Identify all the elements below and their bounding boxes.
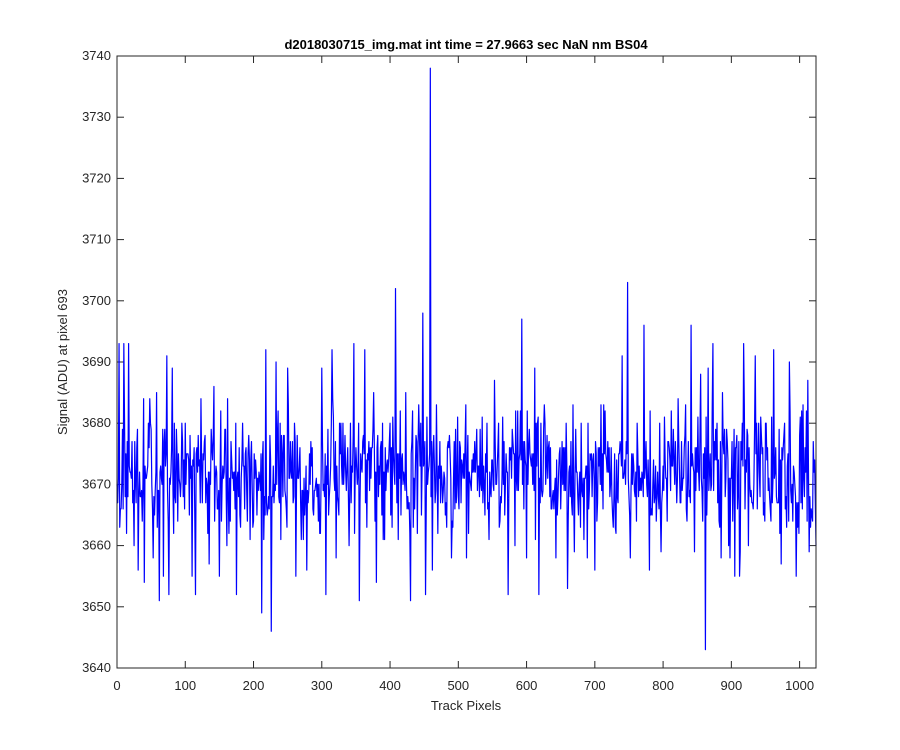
chart-title: d2018030715_img.mat int time = 27.9663 s… [284,37,648,52]
y-tick-label: 3670 [82,476,111,491]
y-tick-label: 3720 [82,170,111,185]
x-tick-label: 1000 [785,678,814,693]
plot-frame [116,55,817,669]
x-tick-label: 600 [516,678,538,693]
y-tick-label: 3710 [82,232,111,247]
x-tick-label: 400 [379,678,401,693]
y-tick-label: 3740 [82,48,111,63]
y-tick-label: 3640 [82,660,111,675]
y-tick-label: 3660 [82,538,111,553]
x-tick-label: 0 [113,678,120,693]
x-tick-label: 900 [721,678,743,693]
y-tick-label: 3680 [82,415,111,430]
tick-labels: 0 100 200 300 400 500 600 700 800 900 1000 3640 3650… [82,48,814,693]
x-tick-label: 800 [652,678,674,693]
y-tick-label: 3650 [82,599,111,614]
x-tick-label: 100 [174,678,196,693]
x-axis-label: Track Pixels [431,698,502,713]
y-tick-label: 3700 [82,293,111,308]
x-tick-label: 700 [584,678,606,693]
y-tick-label: 3730 [82,109,111,124]
series-layer [116,67,817,651]
y-tick-label: 3690 [82,354,111,369]
x-tick-label: 300 [311,678,333,693]
plot-background [117,56,816,668]
x-tick-label: 500 [447,678,469,693]
x-tick-label: 200 [243,678,265,693]
signal-series-line [116,67,817,651]
y-axis-label: Signal (ADU) at pixel 693 [55,289,70,435]
